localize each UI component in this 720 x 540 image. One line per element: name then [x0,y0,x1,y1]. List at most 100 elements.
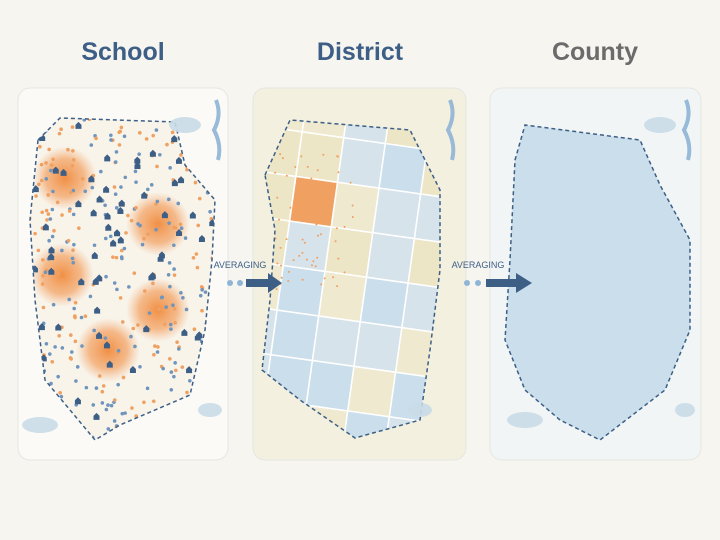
dot [44,208,49,213]
dot [51,189,55,194]
dot [137,152,141,156]
dot [138,364,142,369]
dot [71,149,75,153]
dot [100,401,105,405]
dot [71,188,76,193]
dot [59,394,64,399]
dot [51,302,56,307]
school-icon [48,246,55,254]
dot [181,295,185,300]
dot [164,305,168,309]
school-icon [55,323,62,331]
school-icon [103,341,110,349]
school-icon [114,229,121,237]
dot [94,386,99,390]
dot [192,327,197,332]
dot [53,345,57,349]
district-cell [346,365,397,418]
dot [40,210,45,215]
dot [69,333,73,337]
dot [155,164,159,169]
dot [104,407,109,412]
dot [287,279,290,282]
dot [195,265,200,270]
school-icon [134,161,141,169]
dot [48,352,52,356]
dot [131,326,136,331]
dot [193,180,198,185]
dot [301,238,304,241]
dot [75,365,80,369]
arrow [464,273,532,293]
dot [127,285,131,289]
dot [112,419,117,423]
dot [168,322,173,327]
dot [151,281,155,286]
dot [334,240,337,243]
dot [166,273,171,277]
dot [351,204,354,207]
dot [74,379,78,383]
dot [336,285,339,288]
dot [92,328,96,333]
dot [114,150,119,154]
district-cell [359,276,409,329]
dot [200,287,204,292]
dot [316,256,319,259]
dot [134,180,138,184]
dot [70,163,75,168]
dot [145,187,150,192]
school-icon [96,331,103,339]
dot [167,221,171,225]
dot [133,169,138,174]
district-cell [371,187,422,240]
dot [91,403,96,407]
dot [132,271,137,276]
dot [323,277,326,280]
dot [159,295,164,300]
dot [34,194,38,198]
dot [44,177,49,181]
dot [47,238,51,243]
school-icon [74,397,81,405]
dot [142,236,146,241]
dot [119,185,123,189]
district-cell [317,270,368,323]
dot [149,183,154,187]
dot [170,130,175,135]
dot [290,217,293,220]
dot [114,206,119,210]
school-icon [32,185,39,193]
school-icon [186,366,193,374]
dot [285,238,288,241]
dot [157,307,161,312]
dot [122,134,127,139]
dot [349,181,352,184]
dot [310,264,313,267]
dot [169,388,174,392]
dot [151,399,156,404]
school-icon [88,175,95,183]
dot [296,211,299,214]
dot [169,327,173,331]
school-icon [48,267,55,275]
district-cell [353,320,403,374]
dot [303,241,306,244]
dot [80,177,85,181]
dot [167,261,172,265]
dot [305,258,308,261]
dot [172,225,176,230]
dot [67,297,72,302]
dot [83,189,88,194]
dot [70,125,75,129]
school-icon [38,323,45,331]
dot [37,182,41,187]
school-icon [171,179,178,187]
dot [136,222,140,226]
dot [303,218,306,221]
dot [276,196,279,199]
dot [112,185,117,189]
dot [103,336,108,340]
dot [197,196,202,201]
dot [43,270,48,275]
